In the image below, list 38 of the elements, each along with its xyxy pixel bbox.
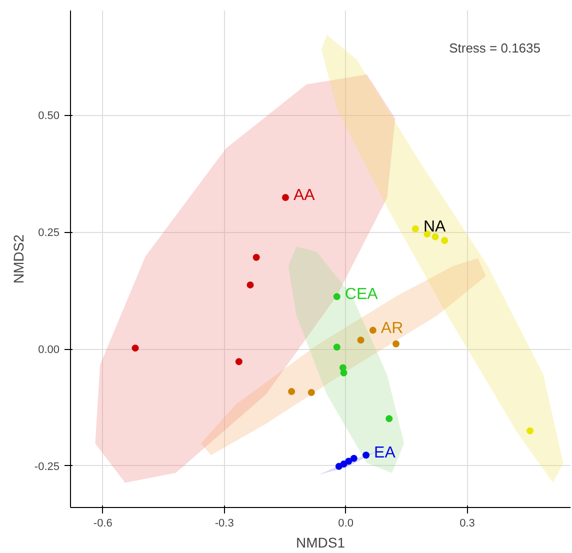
annotation: Stress = 0.1635 [449, 40, 541, 56]
point [246, 281, 254, 288]
point [288, 388, 296, 396]
point [333, 293, 340, 300]
point [432, 233, 439, 240]
x-tick-label: 0.0 [338, 518, 354, 530]
x-tick-label: 0.3 [460, 518, 475, 530]
point [252, 254, 260, 261]
point [350, 454, 358, 462]
point [340, 460, 348, 468]
point [345, 458, 352, 465]
series-label: AA [293, 187, 316, 204]
x-tick-label: -0.6 [93, 518, 112, 530]
y-tick-label: 0.50 [38, 110, 60, 122]
point [132, 344, 139, 352]
x-axis-title: NMDS1 [296, 534, 346, 550]
y-tick-label: -0.25 [34, 460, 60, 473]
x-tick-label: -0.3 [214, 518, 234, 530]
point [526, 427, 534, 434]
y-tick-label: 0.00 [38, 344, 60, 356]
point [369, 326, 376, 334]
point [333, 344, 340, 351]
point [412, 225, 419, 232]
point [392, 340, 400, 348]
y-tick-label: 0.25 [38, 227, 60, 240]
point [441, 237, 448, 244]
point [308, 388, 315, 396]
point [386, 415, 393, 422]
series-label: EA [374, 444, 396, 462]
series-label: CEA [344, 286, 378, 304]
series-label: NA [423, 218, 446, 236]
point [362, 452, 370, 459]
point [357, 336, 364, 344]
point [340, 369, 348, 376]
y-axis-title: NMDS2 [10, 234, 26, 284]
series-label: AR [380, 320, 404, 337]
point [235, 358, 242, 366]
point [282, 194, 289, 202]
